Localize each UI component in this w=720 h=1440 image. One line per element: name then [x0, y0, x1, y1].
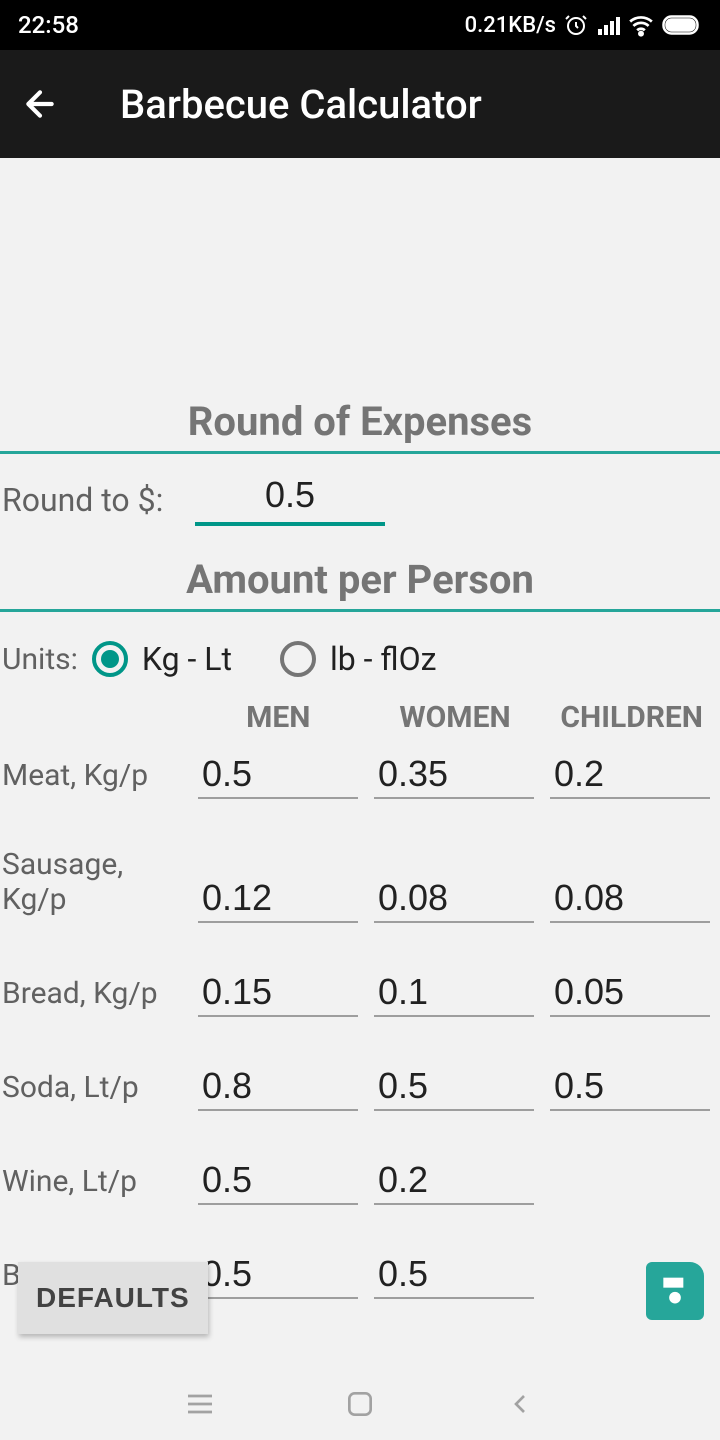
nav-home-icon[interactable] [344, 1388, 376, 1420]
section-title-round: Round of Expenses [0, 398, 720, 451]
radio-kg-lt[interactable] [92, 641, 128, 677]
row-label: Soda, Lt/p [2, 1070, 190, 1111]
input-cell [550, 753, 710, 799]
status-time: 22:58 [18, 11, 79, 39]
status-bar: 22:58 0.21KB/s [0, 0, 720, 50]
table-row: Sausage, Kg/p [0, 847, 720, 923]
input-cell [550, 1065, 710, 1111]
women-input[interactable] [374, 1065, 534, 1107]
input-cell [550, 971, 710, 1017]
input-cell [198, 877, 358, 923]
input-cell [374, 1065, 534, 1111]
header-children: CHILDREN [543, 700, 720, 735]
units-row: Units: Kg - Lt lb - flOz [0, 632, 720, 694]
input-cell [374, 877, 534, 923]
section-title-amount: Amount per Person [0, 556, 720, 609]
table-row: Meat, Kg/p [0, 753, 720, 799]
row-label: Sausage, Kg/p [2, 847, 190, 923]
children-input[interactable] [550, 753, 710, 795]
radio-label-kg-lt[interactable]: Kg - Lt [142, 640, 232, 678]
input-cell [198, 1159, 358, 1205]
data-rate: 0.21KB/s [465, 13, 556, 38]
app-bar: Barbecue Calculator [0, 50, 720, 158]
women-input[interactable] [374, 877, 534, 919]
status-icons: 0.21KB/s [465, 12, 702, 38]
men-input[interactable] [198, 971, 358, 1013]
input-cell [374, 971, 534, 1017]
children-input[interactable] [550, 877, 710, 919]
nav-back-icon[interactable] [504, 1388, 536, 1420]
round-label: Round to $: [0, 481, 195, 519]
signal-icon [596, 13, 620, 37]
round-row: Round to $: [0, 474, 720, 556]
children-input[interactable] [550, 1065, 710, 1107]
row-label: Bread, Kg/p [2, 976, 190, 1017]
row-label: Wine, Lt/p [2, 1164, 190, 1205]
divider [0, 609, 720, 612]
input-cell [374, 1253, 534, 1299]
input-cell [198, 971, 358, 1017]
women-input[interactable] [374, 753, 534, 795]
table-row: Soda, Lt/p [0, 1065, 720, 1111]
header-women: WOMEN [367, 700, 544, 735]
input-cell [550, 877, 710, 923]
table-row: Wine, Lt/p [0, 1159, 720, 1205]
content: Round of Expenses Round to $: Amount per… [0, 158, 720, 1299]
radio-lb-floz[interactable] [280, 641, 316, 677]
input-cell [374, 1159, 534, 1205]
radio-label-lb-floz[interactable]: lb - flOz [330, 640, 437, 678]
save-button[interactable] [646, 1262, 704, 1320]
children-input[interactable] [550, 971, 710, 1013]
input-cell [198, 753, 358, 799]
input-cell [198, 1253, 358, 1299]
men-input[interactable] [198, 1065, 358, 1107]
units-label: Units: [2, 642, 78, 677]
women-input[interactable] [374, 1159, 534, 1201]
round-input-wrap [195, 474, 385, 526]
app-title: Barbecue Calculator [120, 81, 482, 128]
divider [0, 451, 720, 454]
input-cell [198, 1065, 358, 1111]
men-input[interactable] [198, 1253, 358, 1295]
header-men: MEN [190, 700, 367, 735]
table-row: Bread, Kg/p [0, 971, 720, 1017]
defaults-button[interactable]: DEFAULTS [18, 1262, 208, 1334]
wifi-icon [628, 12, 654, 38]
input-cell [374, 753, 534, 799]
women-input[interactable] [374, 1253, 534, 1295]
save-icon [655, 1271, 695, 1311]
nav-recent-icon[interactable] [184, 1388, 216, 1420]
back-icon[interactable] [20, 84, 60, 124]
empty-cell [550, 1203, 710, 1205]
battery-icon [662, 15, 702, 35]
men-input[interactable] [198, 753, 358, 795]
men-input[interactable] [198, 1159, 358, 1201]
round-input[interactable] [195, 474, 385, 516]
row-label: Meat, Kg/p [2, 758, 190, 799]
table-header: MEN WOMEN CHILDREN [0, 694, 720, 753]
alarm-icon [564, 13, 588, 37]
nav-bar [0, 1368, 720, 1440]
men-input[interactable] [198, 877, 358, 919]
women-input[interactable] [374, 971, 534, 1013]
